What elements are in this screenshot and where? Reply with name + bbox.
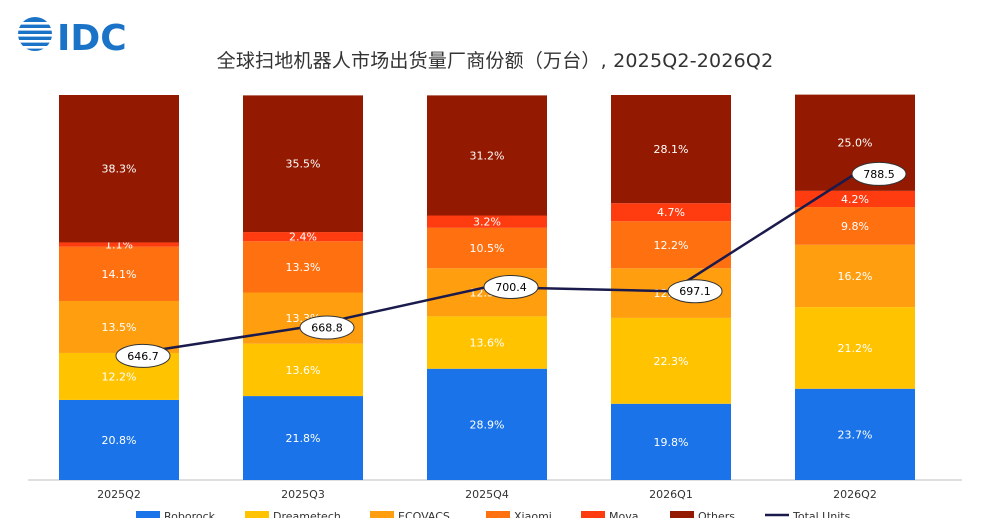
bar-others-2025Q2 — [59, 95, 179, 243]
legend-swatch-others — [670, 511, 694, 518]
x-tick-label: 2026Q2 — [833, 488, 877, 501]
bar-roborock-2025Q4 — [427, 368, 547, 480]
data-label-roborock-2025Q3: 21.8% — [286, 432, 321, 445]
data-label-xiaomi-2025Q4: 10.5% — [470, 242, 505, 255]
bar-dreametech-2025Q3 — [243, 343, 363, 397]
legend-swatch-roborock — [136, 511, 160, 518]
bar-dreametech-2025Q4 — [427, 316, 547, 369]
legend-swatch-dreametech — [245, 511, 269, 518]
data-label-dreametech-2025Q2: 12.2% — [102, 370, 137, 383]
bar-mova-2025Q4 — [427, 215, 547, 228]
data-label-roborock-2026Q1: 19.8% — [654, 436, 689, 449]
data-label-others-2026Q1: 28.1% — [654, 143, 689, 156]
data-label-dreametech-2025Q4: 13.6% — [470, 337, 505, 350]
bar-xiaomi-2025Q3 — [243, 241, 363, 293]
data-label-others-2025Q2: 38.3% — [102, 163, 137, 176]
bar-roborock-2026Q2 — [795, 388, 915, 480]
data-label-roborock-2025Q2: 20.8% — [102, 434, 137, 447]
x-tick-label: 2025Q3 — [281, 488, 325, 501]
total-units-label-bubble — [667, 279, 723, 304]
bar-mova-2026Q1 — [611, 203, 731, 222]
bar-mova-2025Q3 — [243, 232, 363, 242]
legend-label-roborock: Roborock — [164, 510, 216, 518]
data-label-xiaomi-2025Q3: 13.3% — [286, 261, 321, 274]
legend-label-dreametech: Dreametech — [273, 510, 341, 518]
bar-mova-2026Q2 — [795, 190, 915, 208]
legend-swatch-xiaomi — [486, 511, 510, 518]
bar-mova-2025Q2 — [59, 242, 179, 247]
bar-ecovacs-2026Q2 — [795, 244, 915, 308]
x-tick-label: 2026Q1 — [649, 488, 693, 501]
total-units-label-bubble — [299, 315, 355, 340]
bar-xiaomi-2025Q4 — [427, 227, 547, 269]
bar-xiaomi-2026Q2 — [795, 207, 915, 245]
legend-swatch-ecovacs — [370, 511, 394, 518]
idc-logo: IDC — [17, 17, 127, 58]
total-units-label-bubble — [851, 161, 907, 186]
legend-swatch-mova — [581, 511, 605, 518]
data-label-others-2025Q4: 31.2% — [470, 149, 505, 162]
bar-ecovacs-2025Q2 — [59, 300, 179, 353]
legend-label-total-units: Total Units — [792, 510, 851, 518]
data-label-xiaomi-2026Q1: 12.2% — [654, 239, 689, 252]
chart-title: 全球扫地机器人市场出货量厂商份额（万台）, 2025Q2-2026Q2 — [216, 50, 774, 72]
data-label-xiaomi-2025Q2: 14.1% — [102, 268, 137, 281]
bar-xiaomi-2026Q1 — [611, 221, 731, 269]
bar-xiaomi-2025Q2 — [59, 246, 179, 301]
bar-roborock-2025Q3 — [243, 396, 363, 480]
bar-others-2025Q3 — [243, 95, 363, 233]
bar-roborock-2025Q2 — [59, 399, 179, 480]
total-units-data-label: 697.1 — [679, 285, 711, 298]
data-label-ecovacs-2026Q2: 16.2% — [838, 270, 873, 283]
data-label-roborock-2026Q2: 23.7% — [838, 428, 873, 441]
idc-logo-wordmark: IDC — [57, 18, 127, 58]
bar-dreametech-2026Q1 — [611, 317, 731, 404]
data-label-mova-2026Q2: 4.2% — [841, 193, 869, 206]
total-units-data-label: 788.5 — [863, 168, 895, 181]
x-tick-label: 2025Q2 — [97, 488, 141, 501]
data-label-dreametech-2025Q3: 13.6% — [286, 364, 321, 377]
data-label-others-2026Q2: 25.0% — [838, 137, 873, 150]
data-label-roborock-2025Q4: 28.9% — [470, 418, 505, 431]
total-units-label-bubble — [115, 343, 171, 368]
data-label-others-2025Q3: 35.5% — [286, 158, 321, 171]
bar-others-2026Q1 — [611, 95, 731, 204]
x-tick-label: 2025Q4 — [465, 488, 509, 501]
legend-label-mova: Mova — [609, 510, 638, 518]
legend-label-ecovacs: ECOVACS — [398, 510, 450, 518]
data-label-mova-2026Q1: 4.7% — [657, 206, 685, 219]
data-label-dreametech-2026Q1: 22.3% — [654, 355, 689, 368]
data-label-ecovacs-2025Q2: 13.5% — [102, 321, 137, 334]
data-label-mova-2025Q4: 3.2% — [473, 216, 501, 229]
bar-dreametech-2026Q2 — [795, 307, 915, 389]
total-units-label-bubble — [483, 274, 539, 299]
data-label-dreametech-2026Q2: 21.2% — [838, 342, 873, 355]
legend-label-xiaomi: Xiaomi — [514, 510, 552, 518]
data-label-xiaomi-2026Q2: 9.8% — [841, 220, 869, 233]
data-label-mova-2025Q3: 2.4% — [289, 231, 317, 244]
total-units-data-label: 646.7 — [127, 350, 159, 363]
legend-label-others: Others — [698, 510, 735, 518]
total-units-data-label: 700.4 — [495, 281, 527, 294]
total-units-data-label: 668.8 — [311, 322, 343, 335]
bar-roborock-2026Q1 — [611, 403, 731, 480]
bar-others-2025Q4 — [427, 95, 547, 216]
